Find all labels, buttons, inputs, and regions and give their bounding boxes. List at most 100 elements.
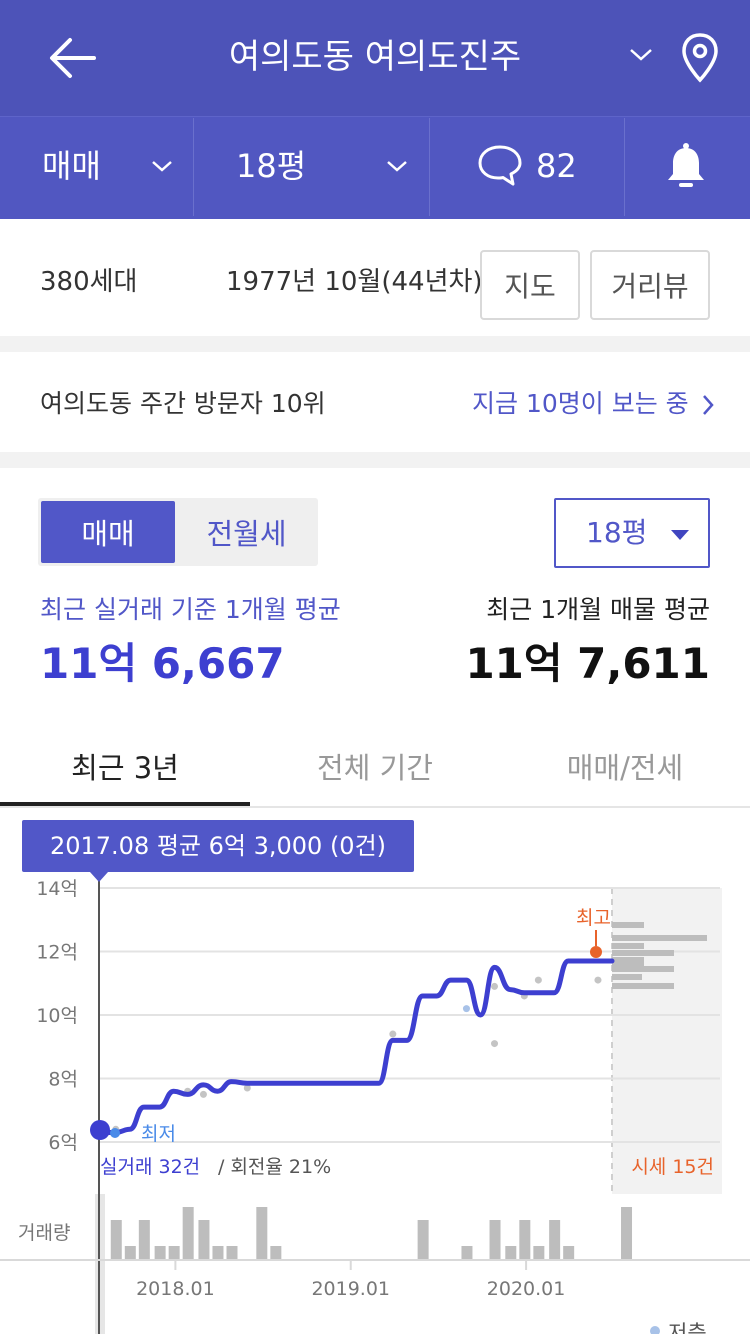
turnover-summary: / 회전율 21% bbox=[218, 1156, 331, 1178]
y-tick-label: 8억 bbox=[48, 1069, 78, 1091]
chevron-down-icon[interactable] bbox=[385, 158, 409, 174]
tab-recent-3y[interactable]: 최근 3년 bbox=[71, 751, 179, 785]
trade-point bbox=[389, 1030, 397, 1038]
tab-sale-jeonse[interactable]: 매매/전세 bbox=[566, 751, 684, 785]
y-tick-label: 10억 bbox=[36, 1005, 78, 1027]
live-viewers-link[interactable]: 지금 10명이 보는 중 bbox=[472, 384, 689, 424]
trade-point bbox=[462, 1005, 470, 1013]
listing-price: 11억 7,611 bbox=[465, 639, 710, 688]
listing-histogram bbox=[612, 922, 707, 989]
listing-bar bbox=[612, 935, 707, 941]
trade-point bbox=[594, 976, 602, 984]
segment-sale[interactable]: 매매 bbox=[41, 501, 175, 563]
volume-bar bbox=[256, 1207, 268, 1259]
households-text: 380세대 bbox=[40, 267, 138, 297]
section-divider bbox=[0, 336, 750, 352]
trade-point bbox=[491, 1040, 499, 1048]
map-button-label: 지도 bbox=[504, 270, 556, 303]
volume-bar bbox=[138, 1220, 150, 1259]
location-pin-icon[interactable] bbox=[680, 32, 720, 84]
listing-bar bbox=[612, 983, 674, 989]
listing-bar bbox=[612, 950, 674, 956]
trade-point bbox=[534, 976, 542, 984]
volume-bar bbox=[621, 1207, 633, 1259]
section-divider bbox=[0, 452, 750, 468]
size-dropdown[interactable]: 18평 bbox=[554, 498, 710, 568]
volume-bar bbox=[533, 1246, 545, 1259]
real-trade-label: 최근 실거래 기준 1개월 평균 bbox=[40, 595, 341, 624]
street-view-button-label: 거리뷰 bbox=[611, 270, 689, 303]
chevron-down-icon[interactable] bbox=[150, 158, 174, 174]
chevron-right-icon[interactable] bbox=[700, 393, 716, 417]
real-trade-summary: 실거래 32건 bbox=[100, 1156, 200, 1178]
back-arrow-icon[interactable] bbox=[46, 36, 98, 80]
deal-type-select[interactable]: 매매 bbox=[42, 140, 101, 192]
volume-bar bbox=[124, 1246, 136, 1259]
map-button[interactable]: 지도 bbox=[480, 250, 580, 320]
legend-low-floor: 저층 bbox=[668, 1321, 707, 1334]
volume-bar bbox=[270, 1246, 282, 1259]
x-tick-label: 2020.01 bbox=[487, 1278, 566, 1300]
y-axis-labels: 14억 12억 10억 8억 6억 bbox=[36, 878, 78, 1154]
size-dropdown-label: 18평 bbox=[586, 516, 648, 549]
trade-point bbox=[243, 1084, 251, 1092]
listing-bar bbox=[612, 966, 674, 972]
volume-bar bbox=[549, 1220, 561, 1259]
lowest-marker bbox=[110, 1128, 120, 1138]
street-view-button[interactable]: 거리뷰 bbox=[590, 250, 710, 320]
volume-bar bbox=[505, 1246, 517, 1259]
listing-summary: 시세 15건 bbox=[631, 1156, 714, 1178]
volume-bars bbox=[110, 1207, 633, 1259]
price-trend-line bbox=[97, 958, 615, 1135]
real-trade-price: 11억 6,667 bbox=[40, 639, 285, 688]
divider bbox=[429, 118, 430, 216]
x-tick-label: 2018.01 bbox=[136, 1278, 215, 1300]
live-viewers-text: 지금 10명이 보는 중 bbox=[472, 389, 689, 418]
comment-icon[interactable] bbox=[476, 142, 524, 188]
volume-label: 거래량 bbox=[18, 1222, 70, 1244]
chevron-down-icon[interactable] bbox=[628, 46, 654, 64]
y-tick-label: 12억 bbox=[36, 942, 78, 964]
deal-type-toggle: 매매 전월세 bbox=[38, 498, 318, 566]
divider bbox=[193, 118, 194, 216]
bell-icon[interactable] bbox=[664, 140, 708, 190]
trade-point bbox=[491, 982, 499, 990]
listing-bar bbox=[612, 974, 642, 980]
size-select[interactable]: 18평 bbox=[236, 140, 306, 192]
page-title[interactable]: 여의도동 여의도진주 bbox=[228, 37, 522, 77]
highest-marker bbox=[590, 946, 602, 958]
volume-bar bbox=[417, 1220, 429, 1259]
y-tick-label: 14억 bbox=[36, 878, 78, 900]
lowest-label: 최저 bbox=[141, 1123, 176, 1145]
legend-dot bbox=[650, 1326, 660, 1334]
chart-tooltip: 2017.08 평균 6억 3,000 (0건) bbox=[22, 820, 414, 872]
listing-bar bbox=[612, 943, 644, 949]
x-axis-labels: 2018.01 2019.01 2020.01 bbox=[136, 1260, 565, 1300]
trade-point bbox=[199, 1090, 207, 1098]
chart-tooltip-text: 2017.08 평균 6억 3,000 (0건) bbox=[49, 832, 387, 860]
segment-rent[interactable]: 전월세 bbox=[206, 517, 287, 551]
comment-count[interactable]: 82 bbox=[536, 147, 577, 185]
listing-label: 최근 1개월 매물 평균 bbox=[486, 595, 710, 624]
x-tick-label: 2019.01 bbox=[311, 1278, 390, 1300]
filter-bar bbox=[0, 116, 750, 219]
divider bbox=[624, 118, 625, 216]
volume-bar bbox=[519, 1220, 531, 1259]
top-app-bar: 여의도동 여의도진주 bbox=[0, 0, 750, 116]
price-chart[interactable]: 14억 12억 10억 8억 6억 최저 최고 실거래 32건 / 회전율 21% 시세… bbox=[0, 808, 750, 1334]
tab-indicator bbox=[0, 802, 250, 807]
tab-divider bbox=[0, 806, 750, 808]
scatter-points bbox=[112, 976, 602, 1133]
volume-bar bbox=[198, 1220, 210, 1259]
y-tick-label: 6억 bbox=[48, 1132, 78, 1154]
highest-label: 최고 bbox=[576, 907, 611, 929]
volume-bar bbox=[489, 1220, 501, 1259]
listing-bar bbox=[612, 922, 644, 928]
tooltip-pointer bbox=[90, 872, 108, 882]
size-label: 18평 bbox=[236, 147, 307, 185]
visitor-rank-text: 여의도동 주간 방문자 10위 bbox=[40, 389, 326, 418]
volume-bar bbox=[110, 1220, 122, 1259]
volume-bar bbox=[461, 1246, 473, 1259]
volume-bar bbox=[226, 1246, 238, 1259]
tab-all-period[interactable]: 전체 기간 bbox=[317, 751, 433, 785]
